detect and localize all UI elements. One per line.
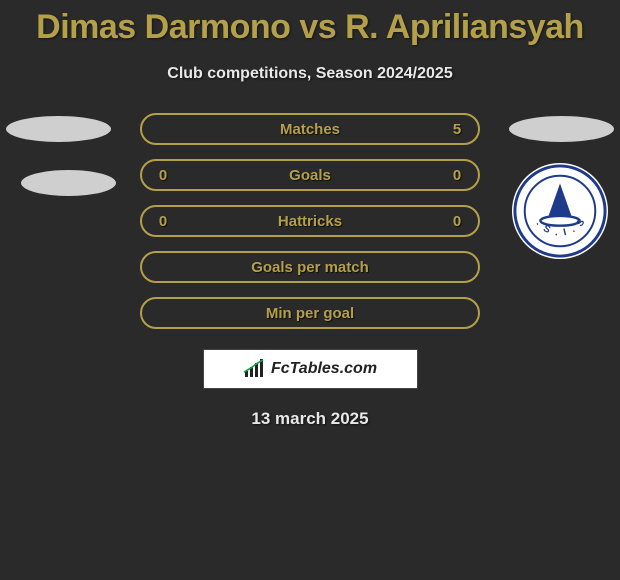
date-label: 13 march 2025 [0,409,620,429]
stat-right-value: 5 [450,121,464,138]
attribution-badge: FcTables.com [203,349,418,389]
player-right-badge: P . S . I . S . [509,108,614,213]
club-logo-icon: P . S . I . S . [511,162,609,260]
placeholder-ellipse [509,116,614,142]
stat-label: Hattricks [142,213,478,230]
stat-row: Matches 5 [140,113,480,145]
stat-label: Matches [142,121,478,138]
stat-right-value: 0 [450,213,464,230]
bars-icon [243,359,267,379]
stat-left-value: 0 [156,213,170,230]
attribution-text: FcTables.com [271,360,377,378]
stat-row: 0 Hattricks 0 [140,205,480,237]
stat-row: Min per goal [140,297,480,329]
stats-rows: Matches 5 0 Goals 0 0 Hattricks 0 Goals … [140,113,480,329]
stat-row: 0 Goals 0 [140,159,480,191]
placeholder-ellipse [21,170,116,196]
page-title: Dimas Darmono vs R. Apriliansyah [0,0,620,47]
stat-left-value: 0 [156,167,170,184]
player-left-badge [6,108,111,213]
stat-label: Goals per match [142,259,478,276]
subtitle: Club competitions, Season 2024/2025 [0,65,620,83]
stat-label: Goals [142,167,478,184]
stat-right-value: 0 [450,167,464,184]
stat-label: Min per goal [142,305,478,322]
comparison-panel: P . S . I . S . Matches 5 0 Goals 0 0 Ha… [0,113,620,429]
placeholder-ellipse [6,116,111,142]
stat-row: Goals per match [140,251,480,283]
